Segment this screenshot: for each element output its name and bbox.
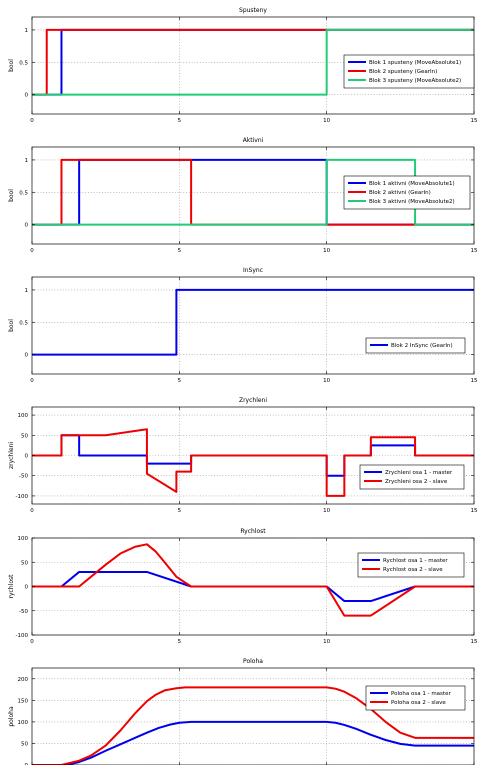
y-tick-label: 150 (18, 698, 29, 704)
legend-label-2: Rychlost osa 2 - slave (383, 567, 443, 573)
y-tick-label: 0 (25, 353, 29, 359)
plot-area (32, 277, 474, 374)
x-tick-label: 15 (471, 118, 478, 124)
x-tick-label: 15 (471, 639, 478, 645)
series-line-1 (32, 288, 474, 356)
legend-label-1: Blok 2 InSync (GearIn) (391, 343, 453, 349)
x-tick-label: 5 (178, 639, 182, 645)
axes-frame (31, 667, 475, 765)
subplot-zrychleni: 0 5 10 15 -100 -50 0 50 100 Zrychleni zrychleni Zry… (8, 397, 478, 514)
x-tick-label: 10 (323, 639, 330, 645)
legend: Zrychleni osa 1 - master Zrychleni osa 2 … (359, 464, 465, 490)
x-tick-label: 5 (178, 508, 182, 514)
legend-label-2: Blok 2 aktivni (GearIn) (369, 190, 431, 196)
x-tick-label: 15 (471, 248, 478, 254)
chart-title: Aktivni (243, 137, 264, 144)
y-tick-label: 100 (18, 720, 29, 726)
x-tick-label: 15 (471, 378, 478, 384)
y-tick-label: 0 (25, 454, 29, 460)
x-tick-label: 0 (30, 508, 34, 514)
subplot-aktivni: 0 5 10 15 0 0.5 1 Aktivni bool Blok 1 aktivni (Mo… (8, 137, 478, 254)
series-line-1 (32, 720, 474, 765)
y-tick-label: 0.5 (19, 320, 28, 326)
y-axis-label: bool (8, 59, 15, 72)
legend-label-1: Poloha osa 1 - master (391, 691, 451, 697)
chart-title: Rychlost (240, 528, 266, 535)
legend: Blok 1 spusteny (MoveAbsolute1) Blok 2 sp… (343, 54, 475, 89)
chart-title: Poloha (243, 658, 263, 665)
legend-label-1: Blok 1 spusteny (MoveAbsolute1) (369, 60, 461, 66)
x-tick-label: 5 (178, 118, 182, 124)
y-tick-label: 1 (25, 288, 29, 294)
y-axis-label: rychlost (8, 574, 15, 599)
y-tick-label: -100 (16, 633, 29, 639)
x-tick-label: 10 (323, 508, 330, 514)
legend-box (359, 464, 465, 490)
x-tick-label: 10 (323, 118, 330, 124)
legend-label-1: Rychlost osa 1 - master (383, 558, 448, 564)
series-line-3 (32, 158, 474, 226)
series-line-2 (32, 428, 474, 497)
y-tick-label: 0.5 (19, 190, 28, 196)
y-axis-label: poloha (8, 706, 15, 727)
subplot-poloha: 051015050100150200PolohapolohaPoloha osa… (8, 658, 475, 765)
y-tick-label: 200 (18, 677, 29, 683)
y-tick-label: 0.5 (19, 60, 28, 66)
y-tick-label: -50 (19, 474, 28, 480)
y-axis-label: bool (8, 189, 15, 202)
y-axis-label: bool (8, 319, 15, 332)
y-tick-label: 0 (25, 763, 29, 765)
y-tick-label: -50 (19, 609, 28, 615)
y-tick-label: -100 (16, 494, 29, 500)
y-tick-label: 50 (21, 560, 28, 566)
plot-area (32, 668, 474, 765)
y-tick-label: 50 (21, 741, 28, 747)
x-tick-label: 5 (178, 378, 182, 384)
axes-frame (31, 146, 475, 245)
axes-frame (31, 276, 475, 375)
x-tick-label: 15 (471, 508, 478, 514)
series-line-2 (32, 543, 474, 617)
legend-label-1: Zrychleni osa 1 - master (385, 470, 453, 476)
subplot-spusteny: 0 5 10 15 0 0.5 1 Spusteny bool Blok 1 spusteny (… (8, 7, 478, 124)
legend-label-2: Blok 2 spusteny (GearIn) (369, 69, 437, 75)
x-tick-label: 0 (30, 118, 34, 124)
y-tick-label: 1 (25, 158, 29, 164)
chart-title: Zrychleni (239, 397, 267, 404)
x-tick-label: 10 (323, 378, 330, 384)
legend: Blok 1 aktivni (MoveAbsolute1) Blok 2 akt… (343, 175, 471, 210)
chart-title: Spusteny (239, 7, 267, 14)
y-tick-label: 100 (18, 536, 29, 542)
y-tick-label: 0 (25, 585, 29, 591)
y-tick-label: 50 (21, 433, 28, 439)
series-line-2 (32, 686, 474, 765)
x-tick-label: 10 (323, 248, 330, 254)
legend-label-2: Zrychleni osa 2 - slave (385, 479, 448, 485)
x-tick-label: 5 (178, 248, 182, 254)
legend-box (357, 552, 465, 578)
x-tick-label: 0 (30, 639, 34, 645)
legend-label-3: Blok 3 spusteny (MoveAbsolute2) (369, 78, 461, 84)
legend-label-3: Blok 3 aktivni (MoveAbsolute2) (369, 199, 455, 205)
y-tick-label: 100 (18, 413, 29, 419)
y-tick-label: 0 (25, 93, 29, 99)
x-tick-label: 0 (30, 248, 34, 254)
chart-title: InSync (243, 267, 263, 274)
x-tick-label: 0 (30, 378, 34, 384)
legend-box (365, 685, 466, 711)
legend-box (365, 337, 466, 354)
legend-label-1: Blok 1 aktivni (MoveAbsolute1) (369, 181, 455, 187)
legend: Blok 2 InSync (GearIn) (365, 337, 466, 354)
legend: Rychlost osa 1 - master Rychlost osa 2 - … (357, 552, 465, 578)
subplot-rychlost: 0 5 10 15 -100 -50 0 50 100 Rychlost rychlost Rychl… (8, 528, 478, 645)
subplot-insync: 0 5 10 15 0 0.5 1 InSync bool Blok 2 InSync (Gear… (8, 267, 478, 384)
y-axis-label: zrychleni (8, 442, 15, 469)
y-tick-label: 0 (25, 223, 29, 229)
legend-label-2: Poloha osa 2 - slave (391, 700, 446, 706)
legend: Poloha osa 1 - master Poloha osa 2 - slav… (365, 685, 466, 711)
y-tick-label: 1 (25, 28, 29, 34)
series-line-3 (32, 28, 474, 96)
